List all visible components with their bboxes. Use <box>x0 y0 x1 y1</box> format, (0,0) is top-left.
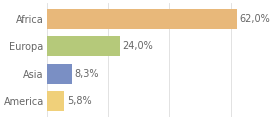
Text: 62,0%: 62,0% <box>239 14 270 24</box>
Text: 5,8%: 5,8% <box>67 96 91 106</box>
Bar <box>46 9 237 29</box>
Text: 24,0%: 24,0% <box>123 41 153 51</box>
Text: 8,3%: 8,3% <box>74 69 99 79</box>
Bar <box>46 36 120 56</box>
Bar <box>46 64 72 84</box>
Bar <box>46 91 64 111</box>
